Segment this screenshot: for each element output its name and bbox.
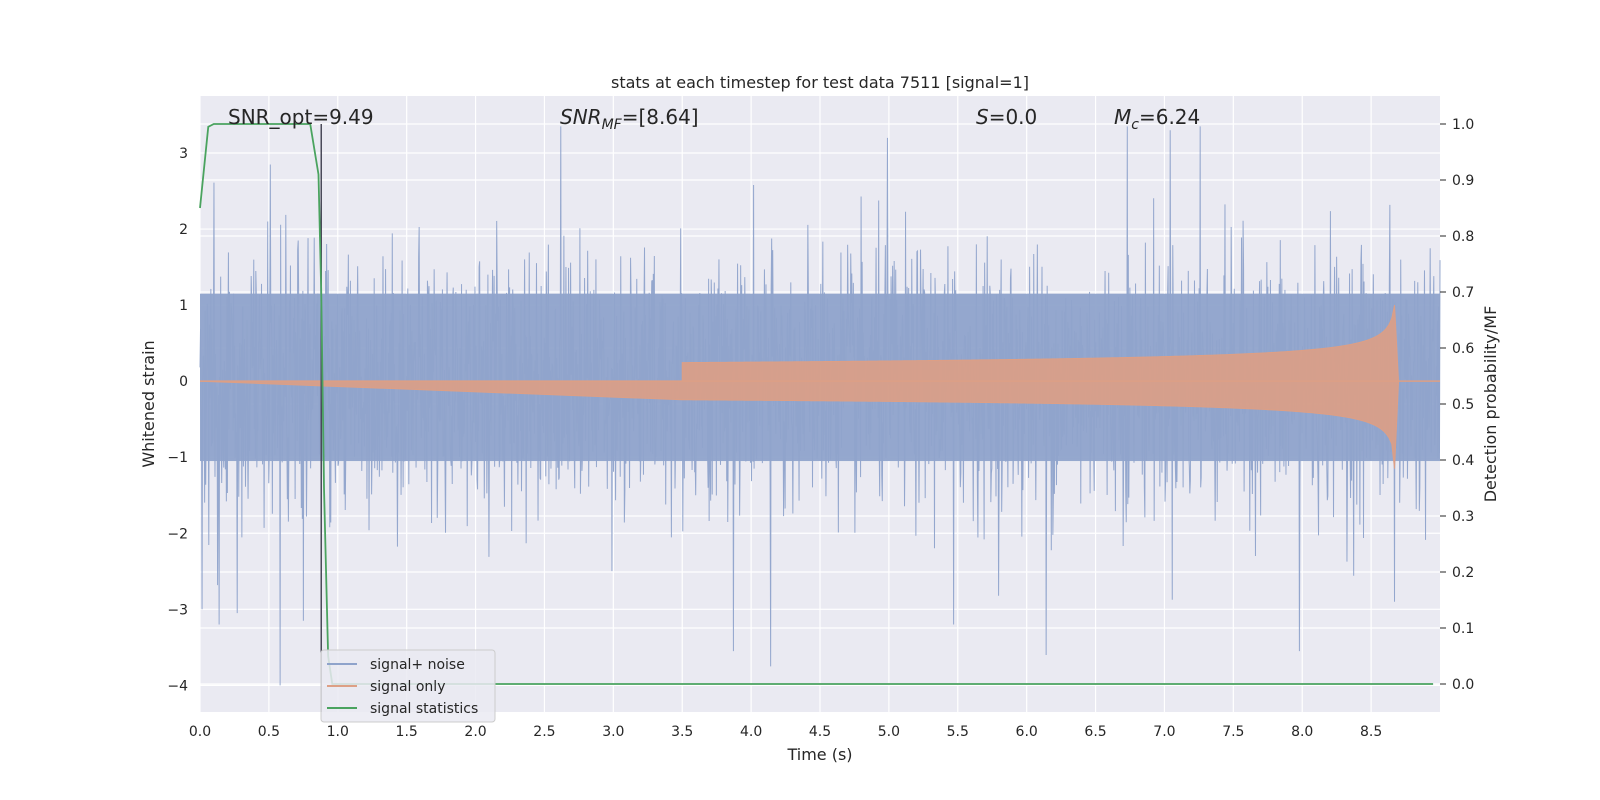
chart-title: stats at each timestep for test data 751… bbox=[611, 73, 1029, 92]
legend: signal+ noise signal only signal statist… bbox=[320, 649, 496, 723]
y2-tick-label: 0.2 bbox=[1452, 565, 1474, 581]
annotation-snr-mf-sub: MF bbox=[602, 117, 623, 133]
y2-tick-label: 1.0 bbox=[1452, 117, 1474, 133]
y-tick-label: 1 bbox=[179, 298, 188, 314]
x-tick-label: 1.0 bbox=[327, 724, 349, 740]
x-tick-label: 2.0 bbox=[464, 724, 486, 740]
annotation-mc-sub: c bbox=[1131, 117, 1139, 133]
y2-tick-label: 0.4 bbox=[1452, 453, 1474, 469]
y2-tick-label: 0.7 bbox=[1452, 285, 1474, 301]
y-tick-label: −3 bbox=[167, 602, 188, 618]
annotation-mc: Mc=6.24 bbox=[1114, 105, 1200, 133]
y-tick-label: 2 bbox=[179, 222, 188, 238]
legend-label-signal-only: signal only bbox=[370, 679, 445, 695]
annotation-snr-mf-tail: =[8.64] bbox=[622, 105, 699, 129]
y-tick-label: 3 bbox=[179, 146, 188, 162]
x-tick-label: 7.0 bbox=[1153, 724, 1175, 740]
x-axis-label: Time (s) bbox=[786, 745, 852, 764]
x-tick-label: 5.0 bbox=[878, 724, 900, 740]
signal-layer bbox=[199, 305, 1440, 469]
x-tick-label: 6.0 bbox=[1016, 724, 1038, 740]
x-tick-label: 7.5 bbox=[1222, 724, 1244, 740]
series-signal-only-chirp bbox=[199, 305, 1400, 469]
x-tick-label: 0.5 bbox=[258, 724, 280, 740]
annotation-s-tail: =0.0 bbox=[989, 105, 1038, 129]
annotation-mc-main: M bbox=[1114, 105, 1131, 129]
annotation-snr-mf-main: SNR bbox=[560, 105, 602, 129]
y-tick-label: 0 bbox=[179, 374, 188, 390]
x-tick-label: 5.5 bbox=[947, 724, 969, 740]
x-tick-label: 0.0 bbox=[189, 724, 211, 740]
y2-tick-label: 0.3 bbox=[1452, 509, 1474, 525]
x-tick-label: 6.5 bbox=[1084, 724, 1106, 740]
legend-box bbox=[320, 649, 496, 723]
x-axis-ticks: 0.0 0.5 1.0 1.5 2.0 2.5 3.0 3.5 4.0 4.5 5.0 5.5 6.0 6… bbox=[189, 724, 1382, 740]
y2-tick-label: 0.6 bbox=[1452, 341, 1474, 357]
legend-label-signal-statistics: signal statistics bbox=[370, 701, 478, 717]
annotation-s: S=0.0 bbox=[976, 105, 1037, 129]
annotation-snr-opt: SNR_opt=9.49 bbox=[228, 105, 374, 129]
y2-axis-ticks: 1.0 0.9 0.8 0.7 0.6 0.5 0.4 0.3 0.2 0.1 0.0 bbox=[1440, 117, 1474, 693]
y2-tick-label: 0.1 bbox=[1452, 621, 1474, 637]
annotation-s-main: S bbox=[976, 105, 989, 129]
annotation-mc-tail: =6.24 bbox=[1139, 105, 1200, 129]
legend-label-signal-noise: signal+ noise bbox=[370, 657, 465, 673]
annotation-snr-mf: SNRMF=[8.64] bbox=[560, 105, 699, 133]
y2-tick-label: 0.9 bbox=[1452, 173, 1474, 189]
y2-tick-label: 0.5 bbox=[1452, 397, 1474, 413]
x-tick-label: 3.0 bbox=[602, 724, 624, 740]
y-tick-label: −1 bbox=[167, 450, 188, 466]
y2-axis-label: Detection probability/MF bbox=[1481, 306, 1500, 503]
x-tick-label: 3.5 bbox=[671, 724, 693, 740]
y-tick-label: −4 bbox=[167, 678, 188, 694]
y2-tick-label: 0.0 bbox=[1452, 677, 1474, 693]
x-tick-label: 2.5 bbox=[533, 724, 555, 740]
x-tick-label: 4.0 bbox=[740, 724, 762, 740]
y2-tick-label: 0.8 bbox=[1452, 229, 1474, 245]
x-tick-label: 1.5 bbox=[396, 724, 418, 740]
y-axis-label: Whitened strain bbox=[139, 340, 158, 467]
x-tick-label: 8.0 bbox=[1291, 724, 1313, 740]
x-tick-label: 8.5 bbox=[1360, 724, 1382, 740]
y-tick-label: −2 bbox=[167, 526, 188, 542]
x-tick-label: 4.5 bbox=[809, 724, 831, 740]
y-axis-ticks: 3 2 1 0 −1 −2 −3 −4 bbox=[167, 146, 188, 694]
